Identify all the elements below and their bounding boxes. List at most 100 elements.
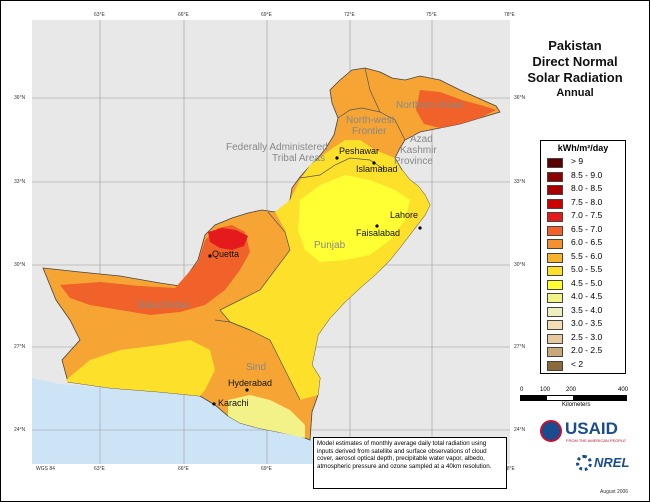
islamabad-dot <box>372 161 376 165</box>
lon-tick-top-75: 75°E <box>426 12 437 18</box>
legend-swatch <box>547 266 563 276</box>
title-line1: Pakistan <box>548 38 602 53</box>
lon-tick-bottom-66: 66°E <box>178 466 189 472</box>
region-nwfp-1: North-west <box>346 115 395 126</box>
region-fata-2: Tribal Areas <box>272 153 325 164</box>
lon-tick-top-66: 66°E <box>178 12 189 18</box>
legend-swatch <box>547 225 563 236</box>
region-baluchistan: Baluchistan <box>138 300 190 311</box>
legend-label: 6.0 - 6.5 <box>571 237 603 247</box>
coast-yellow-zone <box>66 340 215 396</box>
legend-swatch <box>547 293 563 303</box>
lat-tick-right-27: 27°N <box>514 344 526 350</box>
region-sind: Sind <box>246 362 267 373</box>
lon-tick-bottom-78: 78°E <box>504 466 515 472</box>
lat-tick-right-36: 36°N <box>514 95 526 101</box>
legend-label: 5.0 - 5.5 <box>571 264 603 274</box>
region-fata-1: Federally Administered <box>226 142 328 153</box>
legend-label: < 2 <box>571 358 584 369</box>
scale-label-400: 400 <box>618 387 629 393</box>
region-northern-areas: Northern Areas <box>396 100 464 111</box>
legend-label: 6.5 - 7.0 <box>571 223 603 234</box>
legend-swatch <box>547 333 563 344</box>
region-nwfp-2: Frontier <box>352 126 387 137</box>
legend-label: 7.0 - 7.5 <box>571 210 603 220</box>
legend-swatch <box>547 252 563 263</box>
nrel-sun-icon <box>576 455 592 471</box>
lat-tick-left-33: 33°N <box>14 179 26 185</box>
quetta-hotspot <box>208 228 248 250</box>
scale-bar <box>520 395 627 401</box>
scale-label-200: 200 <box>566 387 577 393</box>
lat-tick-left-24: 24°N <box>14 427 26 433</box>
region-azad-3: Province <box>394 156 433 167</box>
legend-swatch <box>547 360 563 371</box>
lat-tick-left-30: 30°N <box>14 262 26 268</box>
hyderabad-dot <box>245 388 249 392</box>
nrel-logo: NREL <box>576 452 630 476</box>
legend-label: > 9 <box>571 156 584 166</box>
lat-tick-left-27: 27°N <box>14 344 26 350</box>
light-yellow-zone <box>298 175 410 262</box>
usaid-wordmark: USAID <box>565 419 618 438</box>
legend-unit: kWh/m²/day <box>557 143 609 153</box>
city-karachi: Karachi <box>218 398 249 408</box>
title-line3: Solar Radiation <box>527 70 623 85</box>
lon-tick-top-78: 78°E <box>504 12 515 18</box>
lat-tick-right-30: 30°N <box>514 262 526 268</box>
legend-swatch <box>547 212 563 222</box>
scale-label-100: 100 <box>540 387 551 393</box>
city-lahore: Lahore <box>390 210 419 220</box>
region-azad-1: Azad <box>410 134 433 145</box>
legend-swatch <box>547 279 563 290</box>
scale-unit: Kilometers <box>562 402 591 408</box>
city-islamabad: Islamabad <box>356 164 398 174</box>
title-line4: Annual <box>556 87 594 99</box>
lat-tick-right-24: 24°N <box>514 427 526 433</box>
arabian-sea <box>32 378 312 464</box>
title-line2: Direct Normal <box>532 54 618 69</box>
region-punjab: Punjab <box>314 240 346 251</box>
lon-tick-bottom-63: 63°E <box>94 466 105 472</box>
usaid-seal-icon <box>540 420 562 442</box>
lahore-dot <box>418 226 422 230</box>
legend-label: 5.5 - 6.0 <box>571 250 603 261</box>
lon-tick-top-72: 72°E <box>344 12 355 18</box>
city-quetta: Quetta <box>212 249 240 259</box>
legend-label: 4.0 - 4.5 <box>571 291 603 301</box>
city-faisalabad: Faisalabad <box>356 228 401 238</box>
city-peshawar: Peshawar <box>339 146 380 156</box>
sind-light-zone <box>228 395 305 438</box>
lat-tick-right-33: 33°N <box>514 179 526 185</box>
lon-tick-bottom-69: 69°E <box>261 466 272 472</box>
legend-swatch <box>547 320 563 330</box>
lat-tick-left-36: 36°N <box>14 95 26 101</box>
legend-swatch <box>547 306 563 317</box>
legend-swatch <box>547 185 563 195</box>
karachi-dot <box>212 402 216 406</box>
province-boundaries <box>214 67 406 401</box>
quetta-dot <box>208 254 212 258</box>
region-azad-2: Kashmir <box>400 145 437 156</box>
model-note: Model estimates of monthly average daily… <box>313 437 507 489</box>
legend-swatch <box>547 347 563 357</box>
nrel-wordmark: NREL <box>594 455 630 470</box>
legend-label: 4.5 - 5.0 <box>571 277 603 288</box>
legend-swatch <box>547 198 563 209</box>
baluchistan-hot-zone <box>60 225 250 315</box>
legend-label: 3.5 - 4.0 <box>571 304 603 315</box>
peshawar-dot <box>335 156 339 160</box>
legend-swatch <box>547 171 563 182</box>
legend-swatch <box>547 158 563 168</box>
legend-label: 8.0 - 8.5 <box>571 183 603 193</box>
legend-label: 2.0 - 2.5 <box>571 345 603 355</box>
legend-label: 8.5 - 9.0 <box>571 169 603 180</box>
date-label: August 2006 <box>600 489 629 495</box>
projection-label: WGS 84 <box>36 466 55 472</box>
legend-label: 3.0 - 3.5 <box>571 318 603 328</box>
legend-label: 2.5 - 3.0 <box>571 331 603 342</box>
usaid-tagline: FROM THE AMERICAN PEOPLE <box>566 438 626 443</box>
legend: kWh/m²/day > 9 8.5 - 9.0 8.0 - 8.5 7.5 - 8.… <box>540 140 626 374</box>
